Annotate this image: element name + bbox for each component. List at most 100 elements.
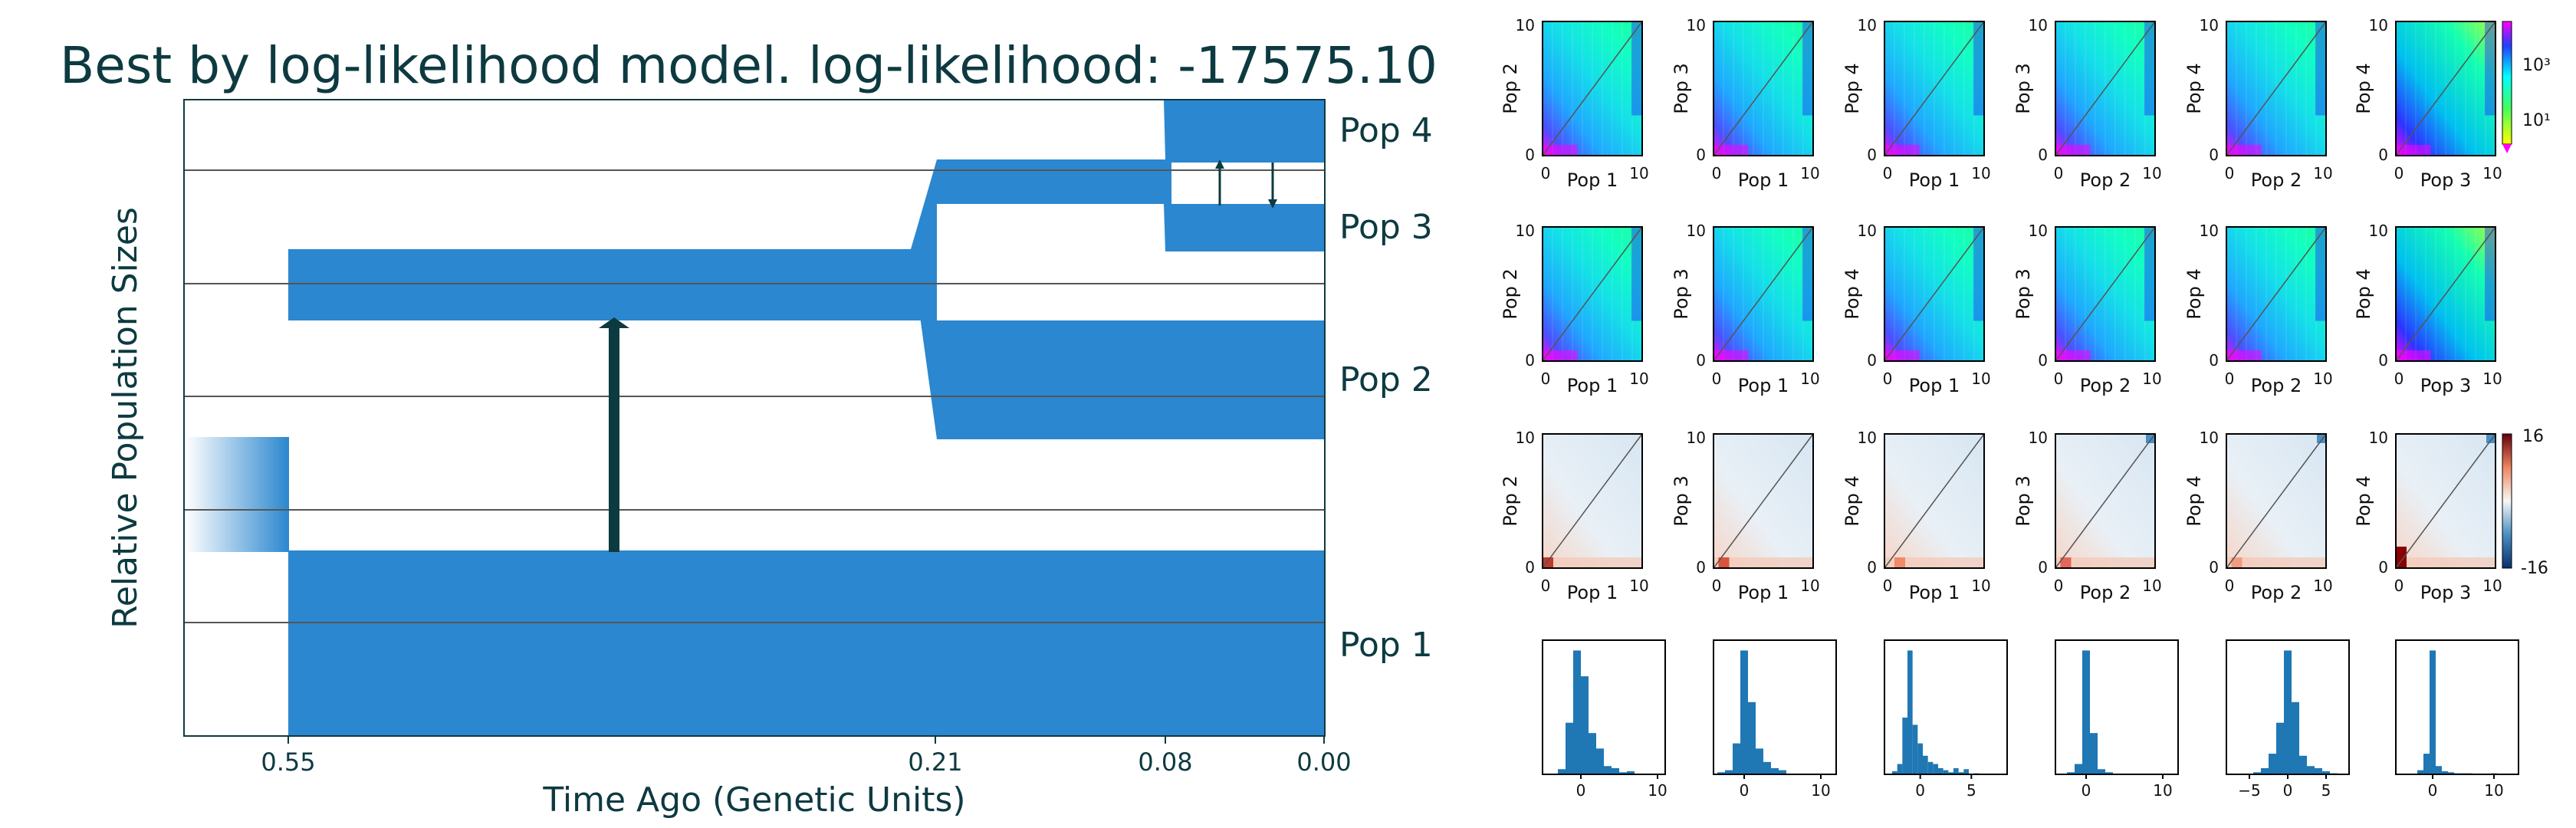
x-tick-label: 0.00 xyxy=(1296,748,1351,777)
x-tick-label: 10 xyxy=(2142,577,2161,595)
spectrum-panel: 10 00 10 Pop 2 Pop 4 xyxy=(2183,429,2333,603)
edge-cells xyxy=(2485,227,2496,321)
edge-cells xyxy=(1973,21,1984,116)
y-axis-label: Pop 4 xyxy=(1842,475,1863,526)
x-axis-label: Pop 2 xyxy=(2080,582,2131,603)
residual-hotspot xyxy=(2060,557,2072,568)
histogram-bar xyxy=(1756,748,1763,774)
histogram-bar xyxy=(1907,650,1913,774)
residual-hotspot xyxy=(1894,557,1905,568)
y-axis-label: Pop 3 xyxy=(1671,63,1692,113)
spectrum-panel: 10 00 10 Pop 2 Pop 4 xyxy=(2183,222,2333,396)
x-tick-label: 0.21 xyxy=(908,748,962,777)
chart-title: Best by log-likelihood model. log-likeli… xyxy=(60,36,1438,95)
edge-cells xyxy=(2315,227,2326,321)
residual-hotspot xyxy=(1718,557,1730,568)
x-tick-label: 10 xyxy=(2482,577,2502,595)
x-tick-label: 10 xyxy=(1800,370,1819,388)
diagonal-line xyxy=(1542,21,1643,156)
histogram-bar xyxy=(1963,769,1969,774)
histogram-bar xyxy=(1923,755,1928,774)
y-tick-label: 10 xyxy=(1687,429,1706,447)
spectrum-panel: 10 00 10 Pop 1 Pop 3 xyxy=(1671,16,1820,191)
histogram-bar xyxy=(2284,650,2292,774)
panel-frame xyxy=(1884,433,1985,569)
histogram-bar xyxy=(1948,772,1953,774)
x-tick-label: 0 xyxy=(1740,781,1750,800)
residual-hotspot xyxy=(2396,547,2407,568)
spectrum-panel: 10 00 10 Pop 1 Pop 2 xyxy=(1500,222,1649,396)
edge-cells xyxy=(1973,227,1984,321)
histogram-bar xyxy=(2292,702,2299,774)
x-tick-label: 10 xyxy=(1971,370,1990,388)
edge-cells xyxy=(2055,145,2091,156)
y-tick-label: 0 xyxy=(2378,146,2388,164)
x-tick-label: 0 xyxy=(2225,164,2235,182)
y-axis-label: Pop 2 xyxy=(1500,63,1521,113)
residual-row xyxy=(2055,557,2155,568)
panel-frame xyxy=(1542,639,1666,775)
spectrum-panel: 10 00 10 Pop 2 Pop 3 xyxy=(2013,222,2162,396)
residual-row xyxy=(1714,557,1813,568)
y-tick-label: 10 xyxy=(2369,16,2388,34)
histogram-bar xyxy=(1933,764,1938,774)
x-axis-label: Pop 2 xyxy=(2080,375,2131,396)
histogram-bar xyxy=(1897,764,1903,774)
x-tick-label: 0 xyxy=(1541,164,1551,182)
x-tick-label: 0 xyxy=(2225,370,2235,388)
spectrum-panel: 10 00 10 Pop 1 Pop 2 xyxy=(1500,16,1649,191)
x-axis-label: Pop 1 xyxy=(1567,375,1618,396)
x-ticks: 0.55 0.21 0.08 0.00 xyxy=(261,736,1352,777)
y-tick-label: 10 xyxy=(2369,429,2388,447)
histogram-bar xyxy=(1612,767,1619,774)
histogram-bar xyxy=(1717,772,1725,774)
histogram-bar xyxy=(1627,770,1635,774)
edge-cells xyxy=(1714,145,1749,156)
histogram-panel: 0 10 xyxy=(1542,639,1668,800)
y-axis-label: Pop 4 xyxy=(2353,268,2374,319)
pop4-band xyxy=(1164,100,1325,204)
spectrum-panel: 10 00 10 Pop 1 Pop 3 xyxy=(1671,429,1820,603)
histogram-bar xyxy=(2261,767,2269,774)
residual-row xyxy=(1543,557,1642,568)
y-axis-label: Pop 3 xyxy=(2013,475,2034,526)
panel-frame xyxy=(1542,21,1643,156)
spectrum-panel: 10 00 10 Pop 1 Pop 2 xyxy=(1500,429,1649,603)
x-tick-label: 5 xyxy=(1967,781,1976,800)
x-axis-label: Pop 3 xyxy=(2420,582,2471,603)
pop2-band xyxy=(911,249,1325,439)
histogram-bar xyxy=(2307,766,2315,774)
spectrum-panel: 10 00 10 Pop 2 Pop 3 xyxy=(2013,16,2162,191)
y-tick-label: 0 xyxy=(1525,558,1535,577)
histogram-panel: −5 0 5 xyxy=(2226,639,2350,800)
diagonal-line xyxy=(2395,226,2496,362)
x-axis-label: Pop 1 xyxy=(1909,169,1960,191)
y-tick-label: 0 xyxy=(2209,558,2219,577)
spectrum-panel: 10 00 10 Pop 1 Pop 3 xyxy=(1671,222,1820,396)
x-axis-label: Pop 2 xyxy=(2080,169,2131,191)
colorbar-extend xyxy=(2502,144,2512,153)
y-tick-label: 10 xyxy=(1687,222,1706,240)
y-tick-label: 0 xyxy=(1696,146,1706,164)
histogram-bar xyxy=(1771,767,1779,774)
x-tick-label: 10 xyxy=(1629,370,1648,388)
residual-histograms: 0 10 0 10 0 5 0 10 −5 0 5 0 10 xyxy=(1542,639,2519,800)
x-tick-label: 0 xyxy=(1883,370,1893,388)
x-axis-label: Pop 2 xyxy=(2251,169,2302,191)
histogram-bar xyxy=(2276,722,2284,774)
panel-frame xyxy=(2395,639,2519,775)
panel-frame xyxy=(1542,226,1643,362)
y-axis-label: Pop 4 xyxy=(1842,63,1863,113)
x-axis-label: Pop 1 xyxy=(1738,375,1789,396)
y-tick-label: 10 xyxy=(2200,16,2219,34)
edge-cells xyxy=(2144,227,2155,321)
histogram-bar xyxy=(1748,702,1756,774)
y-tick-label: 10 xyxy=(2029,222,2048,240)
edge-cells xyxy=(1543,145,1578,156)
pop3-fill xyxy=(1165,204,1325,251)
histogram-panel: 0 10 xyxy=(2395,639,2519,800)
y-tick-label: 10 xyxy=(2200,222,2219,240)
residual-row xyxy=(1884,557,1984,568)
